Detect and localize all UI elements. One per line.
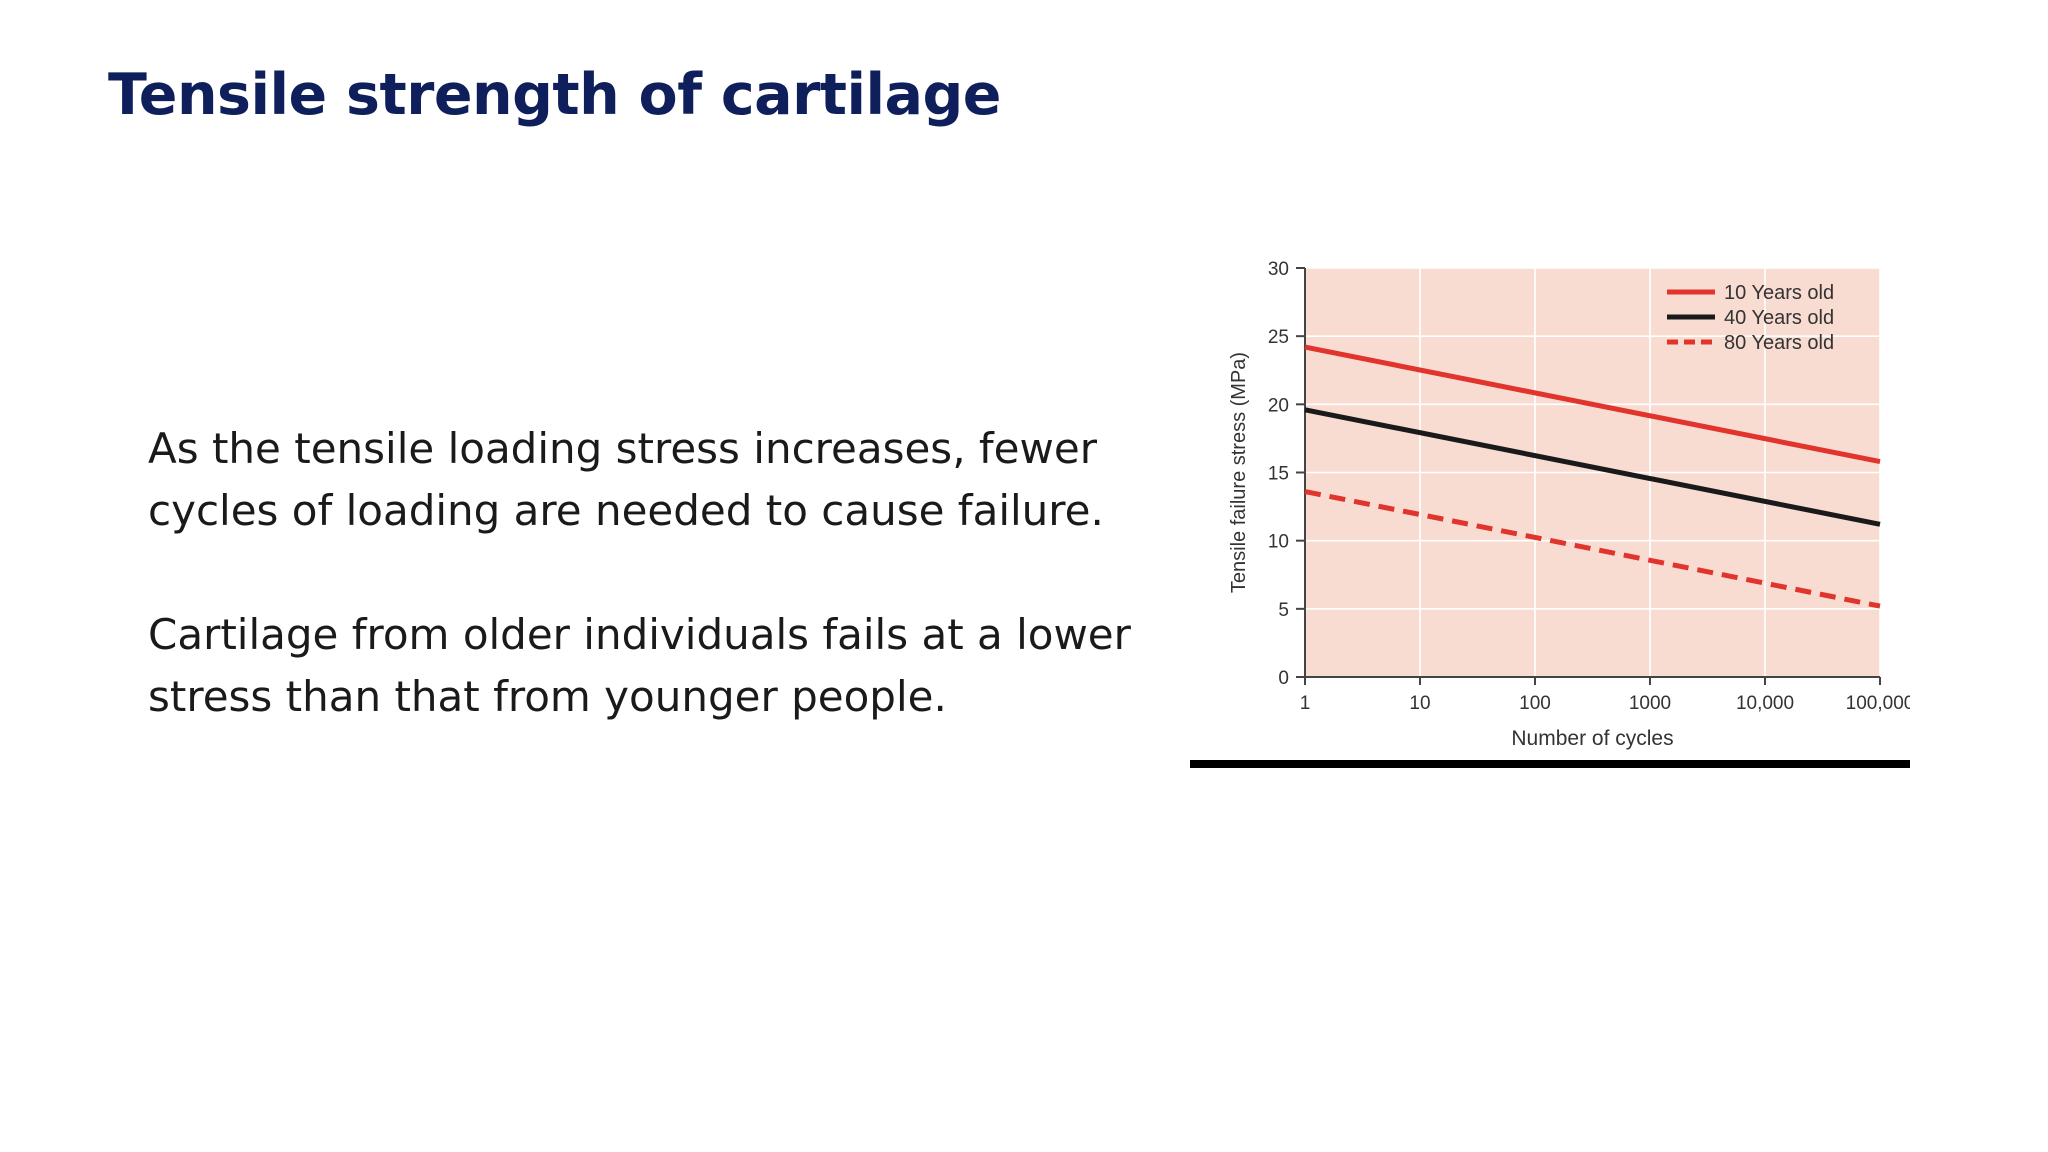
y-axis-title: Tensile failure stress (MPa) bbox=[1228, 352, 1250, 593]
body-paragraph-2: Cartilage from older individuals fails a… bbox=[148, 610, 1131, 721]
x-tick-label: 1 bbox=[1300, 693, 1311, 714]
x-tick-label: 1000 bbox=[1629, 693, 1671, 714]
series-line-1 bbox=[1304, 344, 1881, 465]
y-tick-label: 20 bbox=[1268, 395, 1289, 416]
slide-body: As the tensile loading stress increases,… bbox=[148, 418, 1158, 790]
y-tick-label: 15 bbox=[1268, 464, 1289, 485]
body-paragraph-1: As the tensile loading stress increases,… bbox=[148, 424, 1104, 535]
legend-label-2: 40 Years old bbox=[1724, 307, 1834, 329]
slide-title: Tensile strength of cartilage bbox=[108, 62, 1001, 128]
x-tick-label: 100 bbox=[1519, 693, 1551, 714]
y-tick-label: 10 bbox=[1268, 532, 1289, 553]
y-tick-label: 0 bbox=[1278, 668, 1289, 689]
chart-bottom-rule bbox=[1190, 760, 1910, 768]
y-tick-label: 5 bbox=[1278, 600, 1289, 621]
x-tick-label: 100,000 bbox=[1846, 693, 1910, 714]
series-line-2 bbox=[1304, 407, 1881, 527]
y-tick-label: 30 bbox=[1268, 259, 1289, 280]
x-axis-title: Number of cycles bbox=[1511, 727, 1673, 750]
x-tick-label: 10 bbox=[1409, 693, 1430, 714]
series-line-3 bbox=[1304, 489, 1881, 609]
x-tick-label: 10,000 bbox=[1736, 693, 1794, 714]
y-tick-label: 25 bbox=[1268, 327, 1289, 348]
legend-label-1: 10 Years old bbox=[1724, 282, 1834, 304]
stress-cycles-chart: 0 5 10 15 20 25 30 1 10 100 1000 10,000 100,000 Numbe… bbox=[1190, 250, 1910, 770]
legend-label-3: 80 Years old bbox=[1724, 332, 1834, 354]
